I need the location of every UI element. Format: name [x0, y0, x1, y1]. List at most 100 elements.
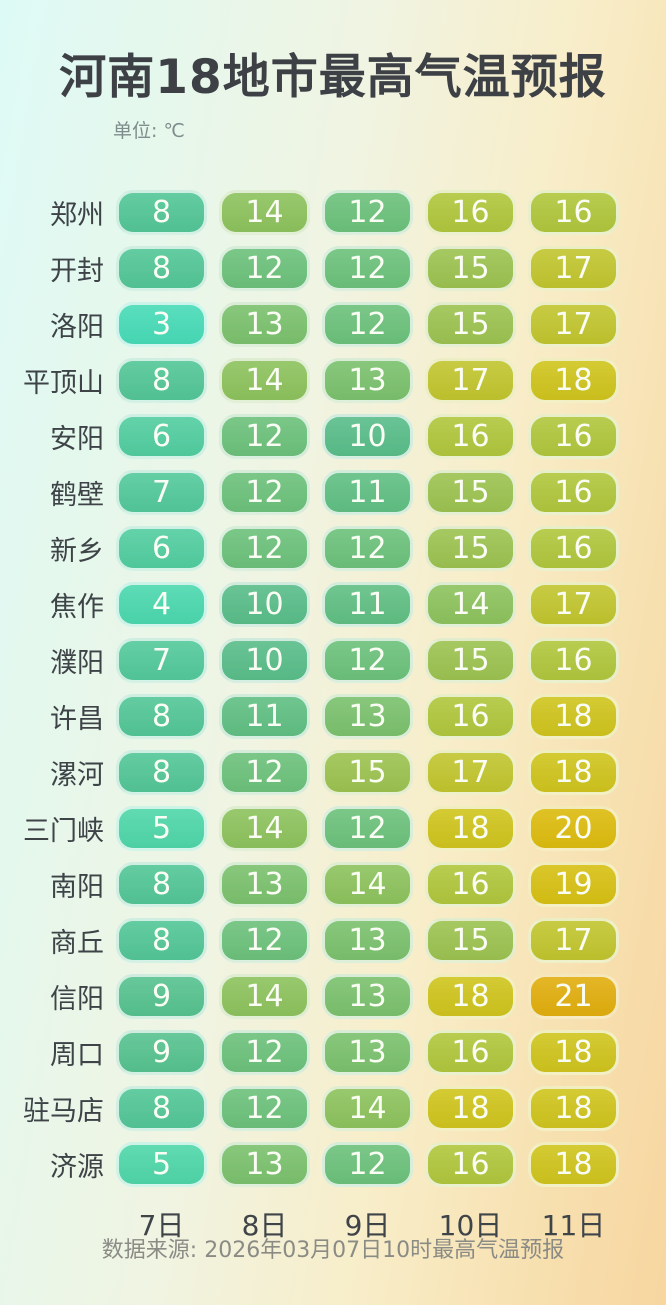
temp-cell: 17: [528, 918, 619, 963]
city-label: 安阳: [50, 424, 104, 455]
temp-cell: 7: [116, 470, 207, 515]
temp-cell: 12: [219, 918, 310, 963]
city-label: 三门峡: [23, 816, 104, 847]
temp-cell: 17: [425, 750, 516, 795]
temp-cell: 14: [219, 358, 310, 403]
temp-cell: 17: [528, 582, 619, 627]
temp-cell: 5: [116, 806, 207, 851]
temp-cell: 14: [425, 582, 516, 627]
temp-cell: 14: [219, 190, 310, 235]
temp-cell: 13: [322, 918, 413, 963]
temp-cell: 12: [219, 470, 310, 515]
day-header: 8日: [241, 1209, 288, 1242]
temp-cell: 8: [116, 190, 207, 235]
temp-cell: 16: [425, 1142, 516, 1187]
temp-cell: 6: [116, 414, 207, 459]
temp-cell: 10: [322, 414, 413, 459]
temp-cell: 17: [528, 246, 619, 291]
temp-cell: 8: [116, 1086, 207, 1131]
day-header: 11日: [541, 1209, 606, 1242]
temp-cell: 14: [219, 806, 310, 851]
temp-cell: 16: [425, 190, 516, 235]
day-header: 7日: [138, 1209, 185, 1242]
temp-cell: 13: [219, 302, 310, 347]
temp-cell: 8: [116, 246, 207, 291]
temp-cell: 15: [425, 526, 516, 571]
temp-cell: 5: [116, 1142, 207, 1187]
temp-cell: 12: [219, 750, 310, 795]
temp-cell: 11: [322, 470, 413, 515]
temp-cell: 13: [219, 1142, 310, 1187]
temp-cell: 8: [116, 750, 207, 795]
temp-cell: 21: [528, 974, 619, 1019]
temp-cell: 18: [425, 1086, 516, 1131]
temp-cell: 18: [528, 1142, 619, 1187]
unit-label: 单位: ℃: [113, 120, 185, 142]
temp-cell: 15: [322, 750, 413, 795]
city-label: 洛阳: [50, 312, 104, 343]
city-label: 郑州: [50, 200, 104, 231]
temp-cell: 3: [116, 302, 207, 347]
temp-cell: 16: [528, 638, 619, 683]
temp-cell: 14: [322, 1086, 413, 1131]
temp-cell: 18: [528, 1086, 619, 1131]
temp-cell: 13: [322, 358, 413, 403]
city-label: 新乡: [50, 536, 104, 567]
temp-cell: 12: [219, 246, 310, 291]
temp-cell: 16: [425, 862, 516, 907]
temp-cell: 18: [528, 694, 619, 739]
city-label: 驻马店: [23, 1096, 104, 1127]
temp-cell: 16: [528, 526, 619, 571]
temp-cell: 16: [425, 694, 516, 739]
temp-cell: 12: [322, 638, 413, 683]
data-source: 数据来源: 2026年03月07日10时最高气温预报: [101, 1238, 565, 1263]
temp-cell: 13: [322, 974, 413, 1019]
temp-cell: 17: [528, 302, 619, 347]
temp-cell: 9: [116, 974, 207, 1019]
temp-cell: 4: [116, 582, 207, 627]
temp-cell: 12: [322, 246, 413, 291]
temp-cell: 18: [425, 974, 516, 1019]
temp-cell: 12: [322, 806, 413, 851]
temp-cell: 12: [322, 1142, 413, 1187]
temp-cell: 16: [425, 414, 516, 459]
temp-cell: 15: [425, 246, 516, 291]
city-label: 平顶山: [23, 368, 104, 399]
temp-cell: 10: [219, 638, 310, 683]
temp-cell: 8: [116, 918, 207, 963]
city-label: 焦作: [50, 592, 104, 623]
temp-cell: 13: [219, 862, 310, 907]
temp-cell: 12: [322, 190, 413, 235]
temp-cell: 14: [219, 974, 310, 1019]
day-header: 10日: [438, 1209, 503, 1242]
temp-cell: 13: [322, 1030, 413, 1075]
temp-cell: 16: [425, 1030, 516, 1075]
temp-cell: 11: [322, 582, 413, 627]
city-label: 开封: [50, 256, 104, 287]
temp-cell: 11: [219, 694, 310, 739]
temp-cell: 12: [219, 1030, 310, 1075]
city-label: 周口: [50, 1040, 104, 1071]
temp-cell: 15: [425, 918, 516, 963]
temp-cell: 10: [219, 582, 310, 627]
temp-cell: 18: [528, 1030, 619, 1075]
city-label: 商丘: [50, 928, 104, 959]
temp-cell: 8: [116, 694, 207, 739]
temp-cell: 19: [528, 862, 619, 907]
city-label: 信阳: [50, 984, 104, 1015]
city-label: 许昌: [50, 704, 104, 735]
temp-cell: 20: [528, 806, 619, 851]
temp-cell: 18: [528, 750, 619, 795]
city-label: 漯河: [50, 760, 104, 791]
city-label: 南阳: [50, 872, 104, 903]
temp-cell: 18: [425, 806, 516, 851]
temperature-grid: 郑州 8 14 12 16 16 开封 8 12 12 15 17 洛阳 3 13 12 15 17 平顶山 8 14 1…: [10, 190, 619, 1244]
temp-cell: 9: [116, 1030, 207, 1075]
city-label: 鹤壁: [50, 480, 104, 511]
temp-cell: 8: [116, 358, 207, 403]
temp-cell: 15: [425, 470, 516, 515]
temp-cell: 13: [322, 694, 413, 739]
temp-cell: 16: [528, 190, 619, 235]
temp-cell: 8: [116, 862, 207, 907]
